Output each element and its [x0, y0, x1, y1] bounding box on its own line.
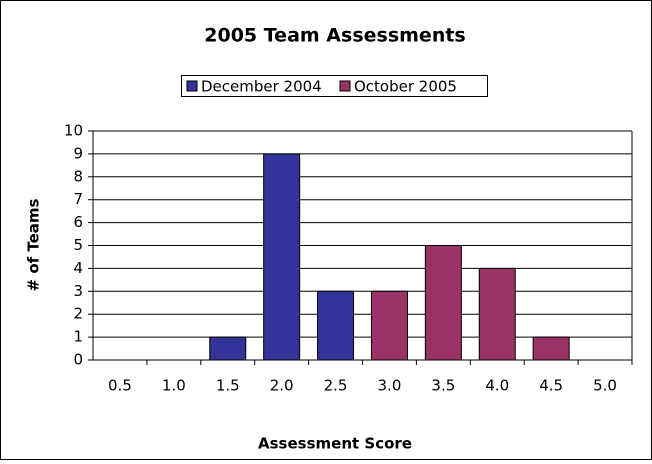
y-tick-label: 0: [73, 351, 83, 369]
y-tick-label: 10: [64, 122, 83, 140]
y-tick-label: 3: [73, 282, 83, 300]
x-axis-title: Assessment Score: [258, 435, 412, 453]
y-tick-label: 6: [73, 213, 83, 231]
x-tick-label: 4.5: [539, 377, 563, 395]
x-tick-label: 3.5: [431, 377, 455, 395]
chart-title: 2005 Team Assessments: [204, 25, 465, 47]
legend-swatch: [186, 80, 198, 92]
bar: [532, 336, 570, 361]
bar: [478, 267, 516, 361]
y-tick-label: 7: [73, 190, 83, 208]
x-tick-label: 3.0: [378, 377, 402, 395]
legend-box: [181, 75, 488, 97]
y-tick-label: 5: [73, 236, 83, 254]
bar: [424, 245, 462, 361]
legend-label: December 2004: [201, 78, 322, 96]
x-tick-label: 2.0: [270, 377, 294, 395]
y-tick-label: 4: [73, 259, 83, 277]
y-tick-label: 1: [73, 328, 83, 346]
bar: [209, 336, 247, 361]
x-tick-label: 2.5: [324, 377, 348, 395]
bar: [370, 290, 408, 361]
x-tick-label: 1.0: [162, 377, 186, 395]
y-tick-label: 8: [73, 167, 83, 185]
x-tick-label: 1.5: [216, 377, 240, 395]
x-tick-label: 4.0: [485, 377, 509, 395]
x-tick-label: 5.0: [593, 377, 617, 395]
bar: [317, 290, 355, 361]
y-axis-title: # of Teams: [25, 198, 43, 291]
legend-swatch: [339, 80, 351, 92]
y-tick-label: 9: [73, 144, 83, 162]
bar: [263, 153, 301, 361]
x-tick-label: 0.5: [108, 377, 132, 395]
y-tick-label: 2: [73, 305, 83, 323]
legend-label: October 2005: [354, 78, 457, 96]
